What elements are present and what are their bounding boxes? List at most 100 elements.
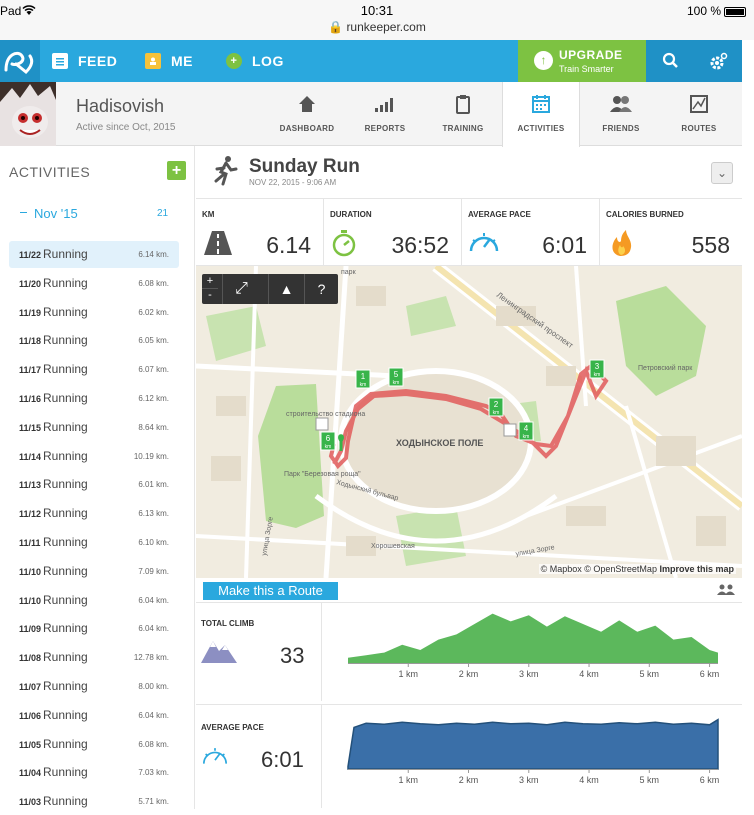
help-button[interactable]: ? <box>304 274 338 304</box>
elevation-chart-tick-label: 5 km <box>640 669 660 679</box>
activity-row[interactable]: 11/10 Running 6.04 km. <box>9 587 179 614</box>
activity-date: 11/22 <box>19 250 42 260</box>
activity-row[interactable]: 11/08 Running 12.78 km. <box>9 644 179 671</box>
activity-row[interactable]: 11/10 Running 7.09 km. <box>9 558 179 585</box>
activity-row[interactable]: 11/04 Running 7.03 km. <box>9 759 179 786</box>
activity-distance: 6.08 km. <box>138 278 169 288</box>
activity-row[interactable]: 11/19 Running 6.02 km. <box>9 299 179 326</box>
address-bar[interactable]: 🔒 runkeeper.com <box>328 20 426 34</box>
activity-name: Running <box>43 650 88 665</box>
activity-name: Running <box>43 304 88 319</box>
home-icon <box>299 96 315 112</box>
activity-row[interactable]: 11/15 Running 8.64 km. <box>9 414 179 441</box>
settings-button[interactable] <box>696 40 742 82</box>
activity-date: 11/17 <box>19 365 42 376</box>
route-map[interactable]: 1 km 2 km 3 km 4 km 5 km 6 km парк Ленинградск… <box>196 266 742 578</box>
make-route-button[interactable]: Make this a Route <box>203 582 338 600</box>
activity-name: Running <box>43 535 88 549</box>
activity-name: Running <box>43 736 88 751</box>
activity-row[interactable]: 11/20 Running 6.08 km. <box>9 270 179 297</box>
activity-row[interactable]: 11/22 Running 6.14 km. <box>9 241 179 268</box>
flame-icon <box>612 230 632 256</box>
activity-name: Running <box>43 707 88 722</box>
stopwatch-icon <box>332 230 356 257</box>
start-pin-icon[interactable] <box>338 434 344 451</box>
km-marker-4-number: 4 <box>524 424 529 433</box>
activity-name: Running <box>43 765 88 780</box>
clipboard-icon <box>456 95 470 114</box>
tab-training[interactable]: TRAINING <box>424 82 502 146</box>
activity-distance: 6.04 km. <box>138 710 169 720</box>
map-label: строительство стадиона <box>286 411 365 418</box>
clock: 10:31 <box>360 3 394 18</box>
pace-label: AVERAGE PACE <box>201 723 264 732</box>
km-marker-1[interactable]: 1km <box>355 369 371 389</box>
photo-thumbnail-icon[interactable] <box>503 423 517 437</box>
stat-pace-value: 6:01 <box>542 232 587 258</box>
upgrade-button[interactable]: ↑ UPGRADE Train Smarter <box>518 40 646 82</box>
profile-name[interactable]: Hadisovish <box>76 96 165 116</box>
pace-chart-tick-label: 4 km <box>579 775 599 785</box>
run-title: Sunday Run <box>249 156 360 177</box>
photo-thumbnail-icon[interactable] <box>315 417 329 431</box>
stat-km-value: 6.14 <box>266 232 311 258</box>
activity-date: 11/13 <box>19 480 42 491</box>
activity-date: 11/15 <box>19 422 42 433</box>
zoom-in-button[interactable]: + <box>202 274 218 289</box>
bars-icon <box>375 98 393 112</box>
run-options-dropdown[interactable]: ⌄ <box>711 162 733 184</box>
activity-row[interactable]: 11/18 Running 6.05 km. <box>9 327 179 354</box>
km-marker-2[interactable]: 2km <box>488 397 504 417</box>
activity-name: Running <box>43 563 88 578</box>
km-marker-5[interactable]: 5km <box>388 367 404 387</box>
tab-reports[interactable]: REPORTS <box>346 82 424 146</box>
tab-activities[interactable]: ACTIVITIES <box>502 82 580 147</box>
nav-me[interactable]: ME <box>145 40 193 82</box>
activity-row[interactable]: 11/12 Running 6.13 km. <box>9 500 179 527</box>
fullscreen-button[interactable]: ⤢ <box>222 274 260 304</box>
activity-row[interactable]: 11/07 Running 8.00 km. <box>9 673 179 700</box>
add-activity-button[interactable]: + <box>167 161 186 180</box>
stat-km: KM 6.14 <box>196 199 324 266</box>
nav-feed[interactable]: FEED <box>52 40 117 82</box>
activity-row[interactable]: 11/13 Running 6.01 km. <box>9 471 179 498</box>
share-people-icon[interactable] <box>715 583 737 597</box>
runkeeper-logo[interactable] <box>0 40 40 82</box>
activity-row[interactable]: 11/09 Running 6.04 km. <box>9 615 179 642</box>
pace-value: 6:01 <box>261 747 304 772</box>
battery-text: 100 % <box>686 4 721 18</box>
month-group-header[interactable]: Nov '15 21 <box>0 206 195 230</box>
park-small <box>206 306 266 361</box>
km-marker-6[interactable]: 6km <box>320 431 336 451</box>
activity-distance: 8.64 km. <box>138 422 169 432</box>
zoom-out-button[interactable]: - <box>208 289 212 301</box>
km-marker-unit: km <box>523 434 530 440</box>
activity-row[interactable]: 11/14 Running 10.19 km. <box>9 443 179 470</box>
tab-routes-label: ROUTES <box>681 124 717 133</box>
improve-map-link[interactable]: Improve this map <box>659 564 734 574</box>
terrain-toggle-button[interactable]: ▲ <box>268 274 304 304</box>
month-count: 21 <box>157 208 169 219</box>
activity-row[interactable]: 11/16 Running 6.12 km. <box>9 385 179 412</box>
activity-date: 11/07 <box>19 682 42 692</box>
activity-name: Running <box>43 794 88 809</box>
device-label: Pad <box>0 4 22 18</box>
climb-value: 33 <box>280 643 305 668</box>
avatar[interactable] <box>0 82 56 146</box>
activity-row[interactable]: 11/06 Running 6.04 km. <box>9 702 179 729</box>
nav-log[interactable]: + LOG <box>226 40 284 82</box>
activity-name: Running <box>43 477 88 492</box>
tab-dashboard[interactable]: DASHBOARD <box>268 82 346 146</box>
activity-row[interactable]: 11/05 Running 6.08 km. <box>9 731 179 758</box>
tab-friends[interactable]: FRIENDS <box>582 82 660 146</box>
km-marker-3[interactable]: 3km <box>589 359 605 379</box>
km-marker-4[interactable]: 4km <box>518 421 534 441</box>
activity-row[interactable]: 11/03 Running 5.71 km. <box>9 788 179 815</box>
search-button[interactable] <box>646 40 696 82</box>
elevation-chart-area <box>348 613 718 663</box>
activity-distance: 6.01 km. <box>138 480 169 490</box>
activity-row[interactable]: 11/11 Running 6.10 km. <box>9 529 179 556</box>
stats-row: KM 6.14 DURATION 36:52 AVERAGE PACE 6:01… <box>196 198 742 266</box>
tab-routes[interactable]: ROUTES <box>660 82 738 146</box>
activity-row[interactable]: 11/17 Running 6.07 km. <box>9 356 179 383</box>
